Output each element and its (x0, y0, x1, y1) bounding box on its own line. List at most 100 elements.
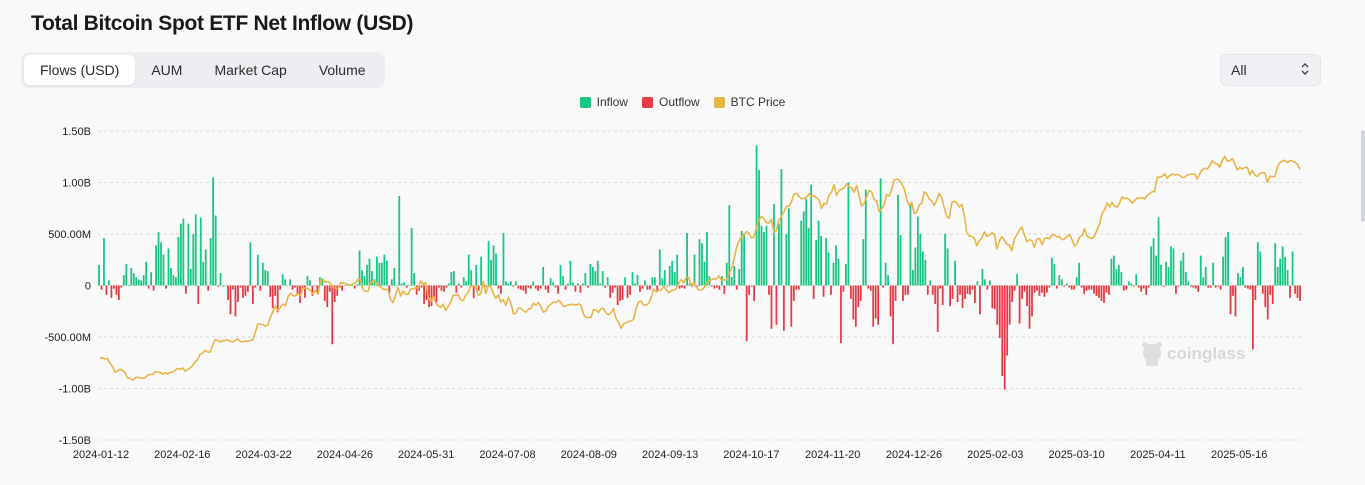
outflow-bar[interactable] (500, 285, 502, 294)
inflow-bar[interactable] (373, 279, 376, 286)
outflow-bar[interactable] (812, 285, 815, 299)
outflow-bar[interactable] (331, 285, 334, 345)
outflow-bar[interactable] (274, 285, 277, 296)
outflow-bar[interactable] (147, 285, 150, 289)
inflow-bar[interactable] (383, 254, 386, 286)
inflow-bar[interactable] (725, 262, 728, 286)
inflow-bar[interactable] (410, 227, 413, 286)
inflow-bar[interactable] (403, 282, 406, 286)
outflow-bar[interactable] (254, 285, 257, 288)
inflow-bar[interactable] (688, 283, 691, 286)
legend-item-inflow[interactable]: Inflow (579, 95, 628, 109)
outflow-bar[interactable] (678, 285, 681, 289)
inflow-bar[interactable] (281, 274, 284, 286)
inflow-bar[interactable] (1259, 251, 1262, 286)
outflow-bar[interactable] (579, 285, 582, 293)
inflow-bar[interactable] (348, 285, 351, 287)
outflow-bar[interactable] (936, 285, 939, 332)
inflow-bar[interactable] (837, 258, 840, 286)
inflow-bar[interactable] (480, 256, 483, 286)
inflow-bar[interactable] (584, 273, 587, 286)
inflow-bar[interactable] (122, 275, 125, 286)
inflow-bar[interactable] (606, 277, 609, 286)
inflow-bar[interactable] (572, 282, 574, 286)
outflow-bar[interactable] (926, 285, 929, 295)
inflow-bar[interactable] (755, 145, 758, 286)
outflow-bar[interactable] (626, 285, 629, 298)
outflow-bar[interactable] (874, 285, 877, 319)
inflow-bar[interactable] (644, 280, 646, 286)
inflow-bar[interactable] (1184, 272, 1187, 286)
outflow-bar[interactable] (1192, 285, 1195, 288)
inflow-bar[interactable] (1065, 283, 1068, 286)
inflow-bar[interactable] (1117, 264, 1120, 286)
inflow-bar[interactable] (376, 256, 378, 286)
outflow-bar[interactable] (445, 285, 448, 288)
outflow-bar[interactable] (1031, 285, 1033, 317)
inflow-bar[interactable] (706, 231, 708, 286)
inflow-bar[interactable] (204, 249, 207, 286)
tab-aum[interactable]: AUM (151, 62, 183, 78)
inflow-bar[interactable] (1180, 260, 1182, 286)
outflow-bar[interactable] (115, 285, 118, 295)
inflow-bar[interactable] (673, 272, 676, 286)
inflow-bar[interactable] (532, 281, 535, 286)
inflow-bar[interactable] (703, 261, 706, 286)
outflow-bar[interactable] (1142, 285, 1145, 289)
outflow-bar[interactable] (1023, 285, 1026, 292)
outflow-bar[interactable] (1264, 285, 1267, 308)
outflow-bar[interactable] (993, 285, 996, 310)
outflow-bar[interactable] (519, 285, 522, 290)
inflow-bar[interactable] (137, 279, 140, 286)
outflow-bar[interactable] (723, 285, 726, 294)
inflow-bar[interactable] (825, 238, 827, 286)
outflow-bar[interactable] (425, 285, 428, 300)
inflow-bar[interactable] (601, 271, 604, 286)
outflow-bar[interactable] (711, 285, 713, 287)
outflow-bar[interactable] (165, 285, 167, 289)
legend-item-outflow[interactable]: Outflow (641, 95, 700, 109)
outflow-bar[interactable] (621, 285, 624, 300)
outflow-bar[interactable] (1175, 285, 1177, 294)
outflow-bar[interactable] (534, 285, 537, 289)
inflow-bar[interactable] (1204, 266, 1207, 286)
outflow-bar[interactable] (537, 285, 540, 291)
outflow-bar[interactable] (1219, 285, 1222, 290)
inflow-bar[interactable] (899, 235, 902, 286)
outflow-bar[interactable] (529, 285, 532, 289)
outflow-bar[interactable] (849, 285, 852, 299)
inflow-bar[interactable] (780, 169, 783, 286)
inflow-bar[interactable] (693, 254, 696, 286)
inflow-bar[interactable] (981, 269, 984, 286)
outflow-bar[interactable] (683, 285, 686, 289)
inflow-bar[interactable] (467, 254, 470, 286)
outflow-bar[interactable] (996, 285, 999, 325)
inflow-bar[interactable] (946, 248, 949, 286)
inflow-bar[interactable] (701, 243, 703, 286)
outflow-bar[interactable] (1177, 285, 1180, 287)
inflow-bar[interactable] (807, 227, 810, 286)
inflow-bar[interactable] (954, 260, 956, 286)
outflow-bar[interactable] (1209, 285, 1212, 288)
outflow-bar[interactable] (991, 285, 994, 309)
outflow-bar[interactable] (1068, 285, 1071, 288)
inflow-bar[interactable] (408, 285, 411, 287)
inflow-bar[interactable] (306, 276, 309, 286)
outflow-bar[interactable] (1194, 285, 1197, 289)
outflow-bar[interactable] (951, 285, 954, 299)
outflow-bar[interactable] (1090, 285, 1093, 290)
inflow-bar[interactable] (475, 264, 478, 286)
inflow-bar[interactable] (567, 283, 569, 286)
outflow-bar[interactable] (1122, 285, 1125, 291)
outflow-bar[interactable] (296, 285, 299, 295)
outflow-bar[interactable] (232, 285, 234, 290)
inflow-bar[interactable] (720, 276, 723, 286)
outflow-bar[interactable] (405, 285, 408, 288)
inflow-bar[interactable] (1110, 258, 1113, 286)
outflow-bar[interactable] (294, 285, 296, 288)
outflow-bar[interactable] (1036, 285, 1038, 291)
inflow-bar[interactable] (1113, 255, 1115, 286)
inflow-bar[interactable] (1053, 263, 1056, 286)
outflow-bar[interactable] (100, 285, 103, 290)
inflow-bar[interactable] (661, 278, 664, 286)
